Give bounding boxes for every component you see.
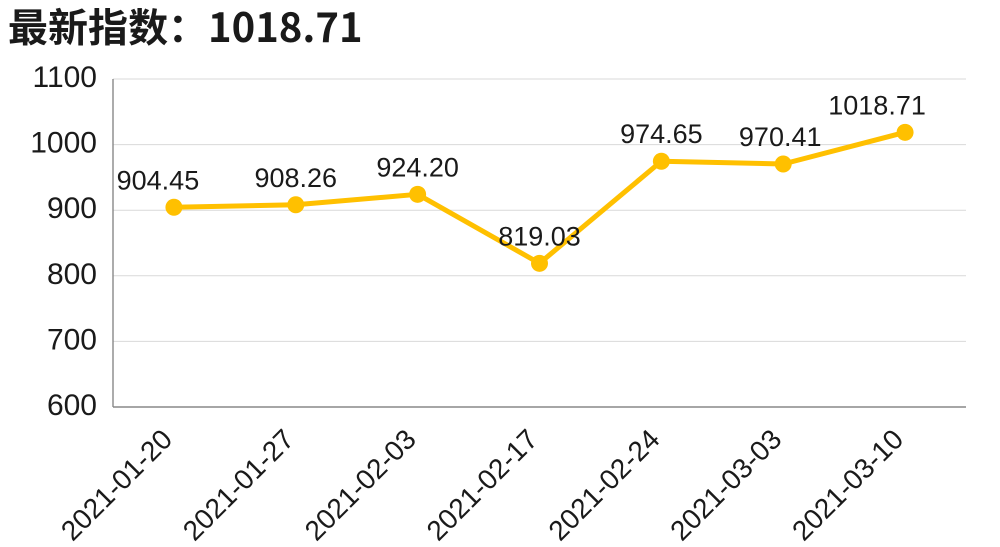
svg-text:900: 900	[47, 192, 97, 225]
svg-text:600: 600	[47, 389, 97, 422]
svg-text:2021-02-03: 2021-02-03	[299, 423, 422, 546]
svg-text:2021-01-27: 2021-01-27	[177, 423, 300, 546]
svg-text:1000: 1000	[30, 127, 97, 160]
svg-text:904.45: 904.45	[117, 165, 200, 195]
svg-text:1100: 1100	[32, 61, 97, 94]
svg-text:2021-03-03: 2021-03-03	[664, 423, 787, 546]
svg-text:2021-01-20: 2021-01-20	[55, 423, 178, 546]
svg-text:924.20: 924.20	[376, 152, 459, 182]
svg-text:1018.71: 1018.71	[828, 90, 926, 120]
svg-text:970.41: 970.41	[739, 122, 822, 152]
svg-text:700: 700	[47, 323, 97, 356]
svg-text:2021-02-24: 2021-02-24	[542, 423, 665, 546]
svg-text:2021-02-17: 2021-02-17	[421, 423, 544, 546]
svg-text:2021-03-10: 2021-03-10	[786, 423, 909, 546]
svg-text:908.26: 908.26	[254, 163, 337, 193]
svg-text:800: 800	[47, 258, 97, 291]
svg-text:974.65: 974.65	[620, 119, 703, 149]
svg-text:819.03: 819.03	[498, 221, 581, 251]
